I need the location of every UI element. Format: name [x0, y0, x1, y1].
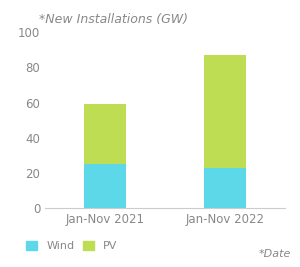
Bar [84, 104, 126, 164]
Bar [204, 55, 246, 168]
Text: *New Installations (GW): *New Installations (GW) [39, 13, 188, 26]
Bar [84, 164, 126, 208]
Text: *Date: *Date [259, 249, 291, 259]
Legend: Wind, PV: Wind, PV [22, 237, 122, 256]
Bar [204, 168, 246, 208]
